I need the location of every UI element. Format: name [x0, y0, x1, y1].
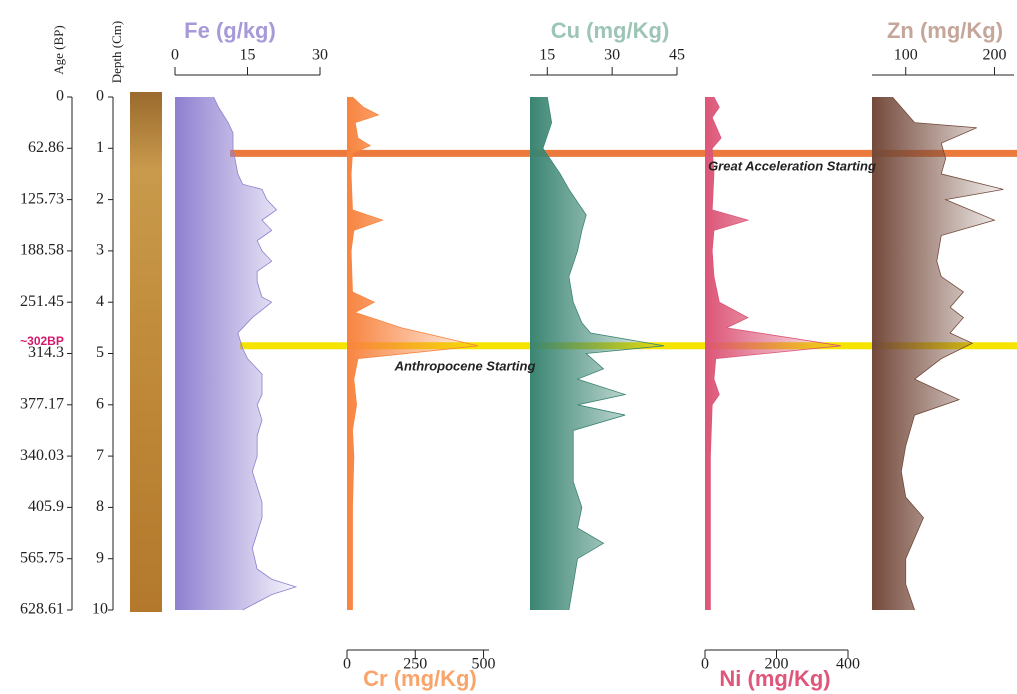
depth-tick-label: 0: [96, 88, 104, 105]
value-tick-label: 200: [982, 47, 1006, 64]
age-tick-label: 405.9: [28, 498, 64, 515]
depth-tick-label: 4: [96, 293, 104, 310]
depth-axis-title: Depth (Cm): [109, 21, 124, 83]
value-tick-label: 250: [403, 656, 427, 673]
area-fill: [347, 97, 479, 610]
area-fill: [872, 97, 1004, 610]
value-tick-label: 15: [539, 47, 555, 64]
annotation-text: Great Acceleration Starting: [708, 158, 876, 173]
value-tick-label: 500: [472, 656, 496, 673]
depth-tick-label: 9: [96, 549, 104, 566]
value-tick-label: 100: [894, 47, 918, 64]
area-fill: [175, 97, 296, 610]
depth-tick-label: 7: [96, 447, 104, 464]
value-tick-label: 15: [240, 47, 256, 64]
panel-title: Ni (mg/Kg): [719, 666, 830, 691]
age-tick-label: 0: [56, 88, 64, 105]
value-tick-label: 0: [171, 47, 179, 64]
area-outline: [542, 96, 665, 611]
age-tick-label: 188.58: [20, 242, 64, 259]
depth-tick-label: 2: [96, 190, 104, 207]
depth-tick-label: 1: [96, 139, 104, 156]
value-tick-label: 0: [701, 656, 709, 673]
area-fill: [530, 97, 665, 610]
area-outline: [892, 96, 1004, 611]
area-fill: [705, 97, 841, 610]
value-tick-label: 30: [312, 47, 328, 64]
sediment-core: [130, 92, 162, 612]
value-tick-label: 400: [836, 656, 860, 673]
value-tick-label: 30: [604, 47, 620, 64]
panel-title: Zn (mg/Kg): [887, 18, 1003, 43]
annotation-text: Anthropocene Starting: [394, 358, 536, 373]
value-tick-label: 0: [343, 656, 351, 673]
age-tick-label: 565.75: [20, 549, 64, 566]
age-tick-label: 251.45: [20, 293, 64, 310]
panel-title: Cr (mg/Kg): [363, 666, 477, 691]
age-tick-label: 377.17: [20, 395, 64, 412]
depth-tick-label: 10: [92, 601, 108, 618]
age-marker: ~302BP: [20, 334, 64, 348]
age-tick-label: 125.73: [20, 190, 64, 207]
value-tick-label: 45: [669, 47, 685, 64]
depth-tick-label: 3: [96, 242, 104, 259]
depth-tick-label: 8: [96, 498, 104, 515]
panel-title: Cu (mg/Kg): [551, 18, 670, 43]
area-outline: [709, 96, 841, 610]
age-axis-title: Age (BP): [51, 25, 66, 74]
area-outline: [350, 96, 479, 610]
age-tick-label: 628.61: [20, 601, 64, 618]
depth-tick-label: 5: [96, 344, 104, 361]
depth-tick-label: 6: [96, 395, 104, 412]
age-tick-label: 314.3: [28, 344, 64, 361]
value-tick-label: 200: [765, 656, 789, 673]
area-outline: [213, 96, 298, 611]
age-tick-label: 340.03: [20, 447, 64, 464]
age-tick-label: 62.86: [28, 139, 64, 156]
panel-title: Fe (g/kg): [184, 18, 276, 43]
